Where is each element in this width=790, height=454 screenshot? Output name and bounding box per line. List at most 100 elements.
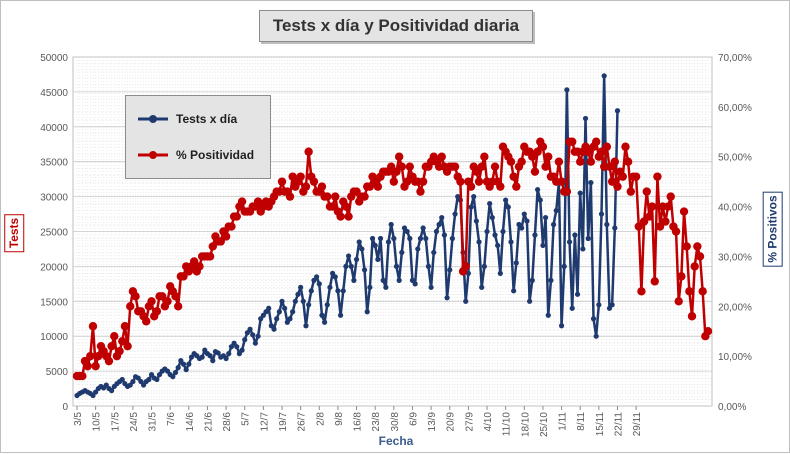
tests-point <box>582 115 589 122</box>
tests-point <box>290 309 296 315</box>
positividad-point <box>642 187 651 196</box>
tests-point <box>481 263 487 269</box>
positividad-point <box>490 162 500 171</box>
positividad-point <box>78 371 87 381</box>
x-tick-label: 19/7 <box>278 412 289 432</box>
positividad-point <box>118 336 127 346</box>
positividad-point <box>104 356 114 366</box>
tests-point <box>604 221 610 228</box>
tests-point <box>255 333 261 339</box>
tests-point <box>468 204 474 210</box>
tests-point <box>540 242 546 249</box>
chart-legend: Tests x día % Positividad <box>125 95 271 179</box>
positividad-point <box>538 142 548 151</box>
positividad-point <box>456 177 465 186</box>
y-left-tick-label: 50000 <box>40 53 68 64</box>
tests-point <box>566 239 573 245</box>
x-tick-label: 26/7 <box>297 412 308 432</box>
x-tick-label: 8/11 <box>576 412 587 431</box>
positividad-point <box>285 192 295 201</box>
positividad-point <box>179 272 188 281</box>
tests-point <box>436 221 442 228</box>
positividad-point <box>703 327 713 336</box>
chart-title: Tests x día y Positividad diaria <box>259 10 533 42</box>
positividad-point <box>653 172 662 181</box>
tests-point <box>476 239 482 245</box>
positividad-point <box>554 157 564 166</box>
tests-point <box>343 263 349 269</box>
x-tick-label: 27/9 <box>464 412 475 432</box>
y-right-axis-label: % Positivos <box>762 191 783 267</box>
tests-point <box>537 197 543 203</box>
tests-point <box>335 288 341 294</box>
positividad-point <box>216 237 225 246</box>
tests-point <box>396 277 402 283</box>
tests-point <box>308 288 314 294</box>
tests-point <box>324 302 330 308</box>
tests-point <box>535 187 541 193</box>
tests-point <box>508 239 514 245</box>
tests-point <box>444 295 450 301</box>
y-left-axis-label: Tests <box>4 213 25 253</box>
positividad-point <box>418 177 428 186</box>
x-tick-label: 11/10 <box>502 412 513 437</box>
positividad-point <box>227 222 236 231</box>
positividad-point <box>86 351 95 361</box>
tests-point <box>415 246 421 252</box>
tests-point <box>322 319 328 325</box>
tests-point <box>542 214 549 221</box>
positividad-point <box>365 182 375 191</box>
positividad-point <box>512 182 521 191</box>
positividad-point <box>288 172 297 181</box>
tests-point <box>593 333 599 339</box>
x-tick-label: 1/11 <box>558 412 569 431</box>
tests-point <box>463 298 469 304</box>
positividad-point <box>541 162 550 171</box>
x-tick-label: 2/8 <box>315 412 326 426</box>
x-tick-label: 15/11 <box>595 412 606 437</box>
positividad-point <box>466 182 476 191</box>
tests-point <box>391 235 397 242</box>
tests-point <box>380 277 386 283</box>
x-tick-label: 16/8 <box>353 412 364 432</box>
x-tick-label: 31/5 <box>148 412 159 432</box>
positividad-point <box>323 192 332 201</box>
positividad-point <box>477 162 486 171</box>
positividad-point <box>437 152 446 161</box>
x-tick-label: 13/9 <box>427 412 438 432</box>
positividad-point <box>613 182 622 191</box>
tests-point <box>495 242 501 249</box>
y-left-tick-label: 35000 <box>40 158 68 169</box>
positividad-point <box>389 177 399 186</box>
positividad-point <box>647 202 657 211</box>
tests-point <box>572 232 578 238</box>
tests-point <box>337 312 344 318</box>
tests-point <box>439 214 445 221</box>
positividad-point <box>637 287 646 296</box>
positividad-point <box>205 252 215 261</box>
positividad-point <box>623 157 633 166</box>
positividad-point <box>88 322 98 331</box>
positividad-point <box>277 177 287 186</box>
positividad-point <box>591 137 601 146</box>
tests-point <box>497 270 503 276</box>
positividad-point <box>621 142 630 151</box>
positividad-point <box>509 172 518 181</box>
y-right-tick-label: 30,00% <box>718 252 752 263</box>
positividad-point <box>304 147 313 156</box>
y-left-tick-label: 10000 <box>40 332 68 343</box>
legend-item-positividad: % Positividad <box>138 146 254 164</box>
tests-point <box>487 200 493 207</box>
tests-point <box>609 302 615 308</box>
positividad-point <box>317 182 327 191</box>
tests-point <box>170 374 176 380</box>
tests-point <box>614 108 621 114</box>
tests-point <box>417 235 424 242</box>
positividad-point <box>171 292 180 301</box>
tests-point <box>351 277 357 283</box>
positividad-point <box>296 172 305 181</box>
x-tick-label: 10/5 <box>92 412 103 432</box>
positividad-point <box>530 167 540 176</box>
positividad-point <box>450 162 460 171</box>
